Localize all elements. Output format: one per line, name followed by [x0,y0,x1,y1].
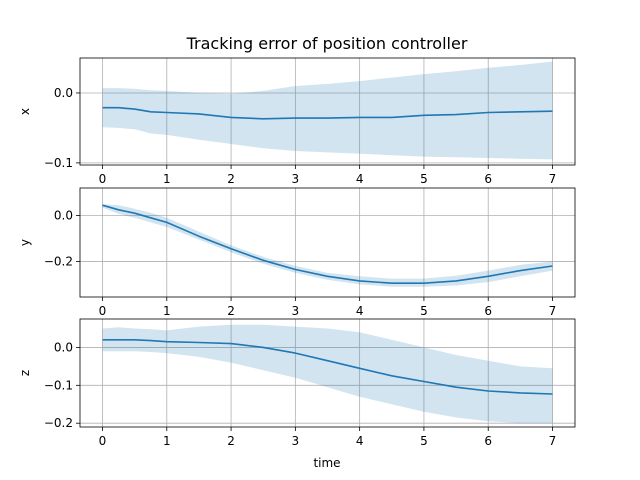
x-tick-label: 7 [549,434,557,448]
x-tick-label: 1 [163,172,171,186]
y-tick-label: −0.1 [44,156,73,170]
x-tick-label: 6 [484,172,492,186]
y-tick-label: −0.2 [44,416,73,430]
confidence-band [102,204,553,287]
x-tick-label: 5 [420,172,428,186]
axes-frame [79,57,576,166]
y-tick-label: −0.1 [44,378,73,392]
x-tick-label: 2 [227,304,235,318]
mean-line [102,338,553,395]
mean-line [102,204,553,285]
x-tick-label: 3 [292,434,300,448]
axes-frame [79,187,576,298]
x-tick-label: 3 [292,172,300,186]
y-tick-label: 0.0 [54,209,73,223]
x-tick-label: 5 [420,434,428,448]
x-tick-label: 2 [227,434,235,448]
x-tick-label: 4 [356,304,364,318]
y-tick-label: 0.0 [54,340,73,354]
x-tick-label: 0 [99,304,107,318]
subplot-z: 0 1 2 3 4 5 6 7 0.0 −0.1 −0.2 z [18,318,576,448]
chart-title: Tracking error of position controller [186,34,468,53]
x-tick-label: 4 [356,172,364,186]
x-tick-label: 6 [484,304,492,318]
x-tick-label: 7 [549,304,557,318]
mean-line [102,106,553,120]
subplot-x: 0 1 2 3 4 5 6 7 0.0 −0.1 x [18,57,576,186]
y-axis-label-y: y [18,239,32,246]
x-tick-label: 1 [163,434,171,448]
subplot-y: 0 1 2 3 4 5 6 7 0.0 −0.2 y [18,187,576,318]
x-tick-label: 1 [163,304,171,318]
y-axis-label-x: x [18,108,32,115]
x-tick-label: 6 [484,434,492,448]
axes-frame [79,318,576,428]
x-tick-label: 0 [99,434,107,448]
x-axis-label: time [313,456,340,470]
x-tick-label: 5 [420,304,428,318]
x-tick-label: 4 [356,434,364,448]
y-tick-label: 0.0 [54,86,73,100]
x-tick-label: 3 [292,304,300,318]
confidence-band [102,324,553,424]
x-tick-label: 0 [99,172,107,186]
confidence-band [102,61,553,160]
x-tick-label: 7 [549,172,557,186]
x-tick-label: 2 [227,172,235,186]
y-axis-label-z: z [18,370,32,376]
y-tick-label: −0.2 [44,254,73,268]
